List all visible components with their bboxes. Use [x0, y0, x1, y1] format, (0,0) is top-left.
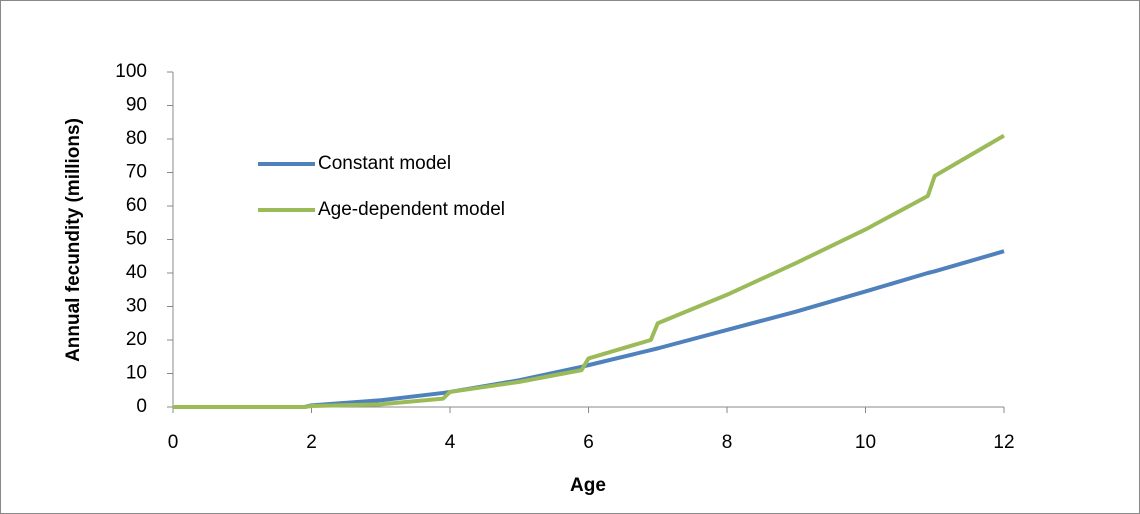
y-tick-label: 20: [126, 329, 147, 350]
y-tick-label: 100: [115, 61, 147, 82]
y-tick-label: 90: [126, 95, 147, 116]
x-tick-label: 12: [993, 432, 1014, 453]
legend-label: Age-dependent model: [318, 199, 505, 220]
series-line: [173, 133, 1006, 409]
x-tick-label: 6: [583, 432, 594, 453]
x-tick-label: 4: [445, 432, 456, 453]
y-tick-label: 30: [126, 296, 147, 317]
x-tick-label: 0: [168, 432, 179, 453]
y-tick-label: 0: [136, 396, 147, 417]
y-tick-label: 50: [126, 229, 147, 250]
x-tick-label: 8: [722, 432, 733, 453]
legend-label: Constant model: [318, 153, 451, 174]
y-tick-label: 60: [126, 195, 147, 216]
x-tick-label: 2: [306, 432, 317, 453]
y-tick-label: 80: [126, 128, 147, 149]
x-tick-label: 10: [855, 432, 876, 453]
y-tick-label: 40: [126, 262, 147, 283]
y-tick-label: 70: [126, 162, 147, 183]
y-axis-title: Annual fecundity (millions): [63, 118, 84, 362]
x-axis-title: Age: [570, 475, 606, 496]
y-tick-label: 10: [126, 363, 147, 384]
